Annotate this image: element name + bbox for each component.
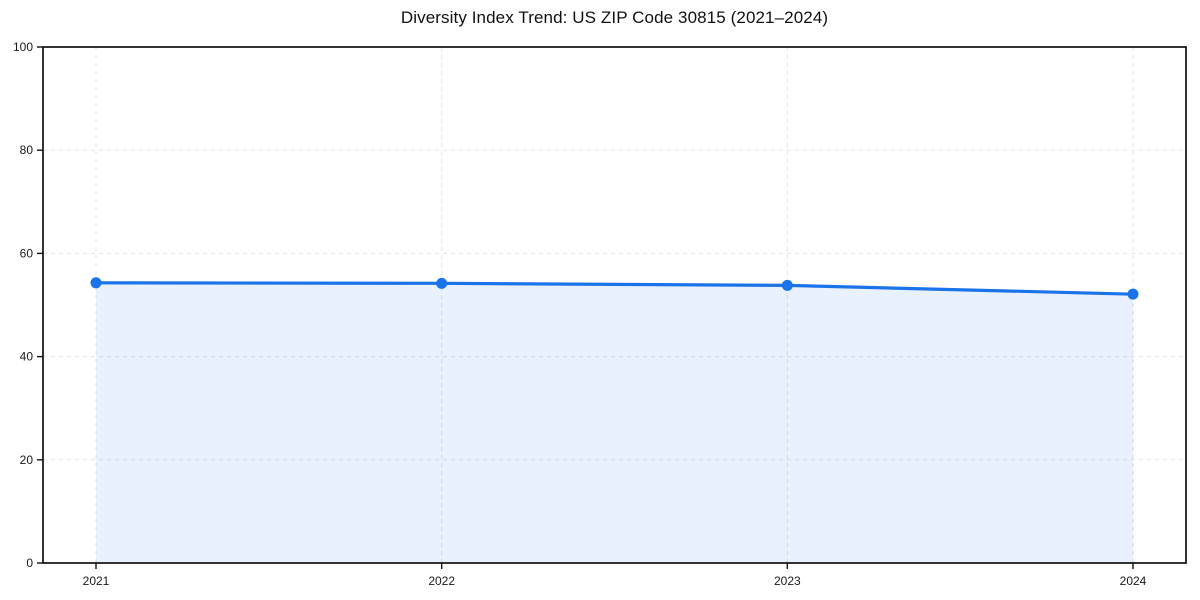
data-point <box>436 277 448 289</box>
trend-line <box>94 281 1135 296</box>
data-point <box>1127 288 1139 300</box>
chart-title: Diversity Index Trend: US ZIP Code 30815… <box>400 8 829 27</box>
data-point <box>781 279 793 291</box>
y-tick-label: 60 <box>20 246 34 260</box>
y-tick-label: 100 <box>13 40 33 54</box>
x-tick-label: 2024 <box>1120 574 1147 588</box>
y-tick-label: 40 <box>20 350 34 364</box>
x-tick-label: 2022 <box>428 574 455 588</box>
area-fill <box>96 282 1133 563</box>
y-tick-label: 0 <box>26 556 33 570</box>
x-tick-label: 2023 <box>774 574 801 588</box>
y-tick-label: 20 <box>20 453 34 467</box>
x-tick-label: 2021 <box>83 574 110 588</box>
data-point <box>90 277 102 289</box>
y-tick-label: 80 <box>20 143 34 157</box>
plot-border <box>42 46 1187 564</box>
